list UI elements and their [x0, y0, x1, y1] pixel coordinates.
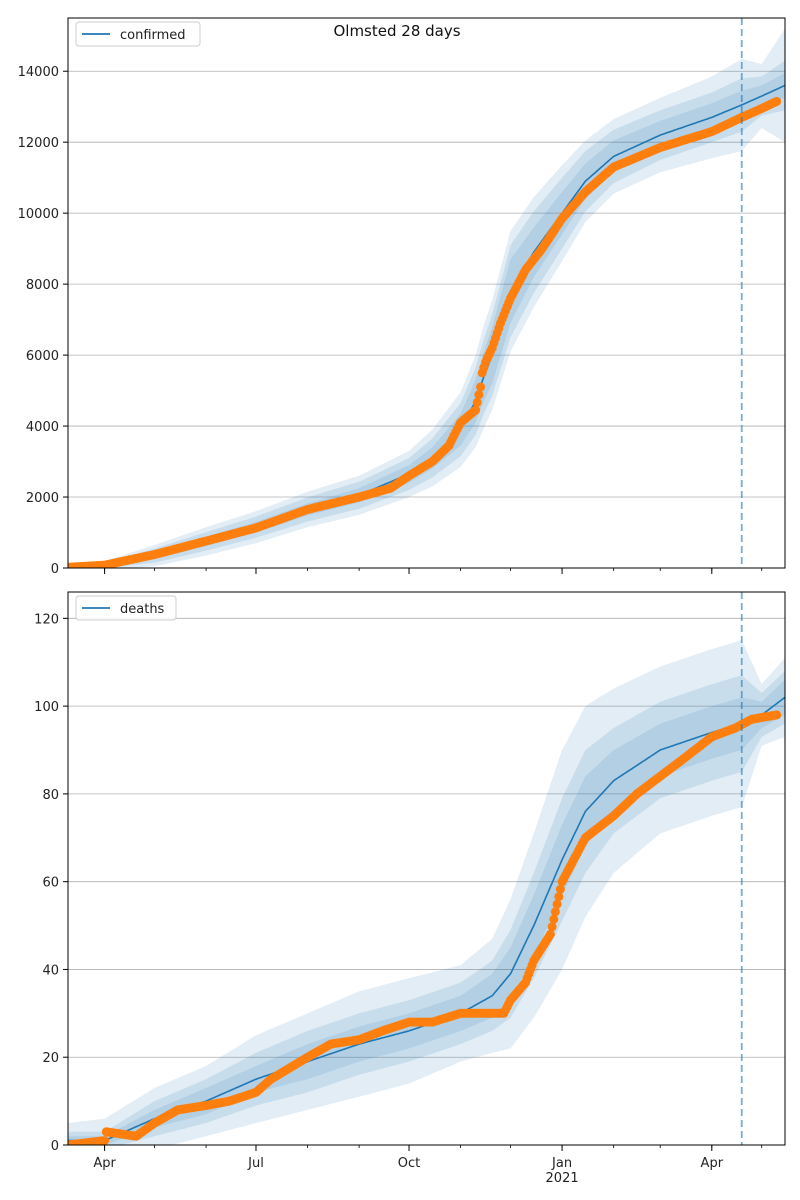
x-tick-label: Oct: [398, 1156, 420, 1171]
y-tick-label: 4000: [26, 420, 59, 435]
x-tick-label: Apr: [93, 1156, 116, 1171]
x-axis-labels: Apr Jul Oct Jan Apr 2021: [93, 1156, 723, 1186]
legend: deaths: [75, 595, 177, 621]
y-tick-label: 12000: [18, 136, 59, 151]
x-tick-label: Apr: [701, 1156, 724, 1171]
legend-label: deaths: [120, 602, 165, 617]
y-tick-label: 120: [34, 612, 59, 627]
observed-point: [549, 914, 559, 924]
gridlines: [68, 70, 785, 569]
legend-box: [75, 595, 177, 621]
x-tick-label: Jul: [247, 1156, 264, 1171]
observed-point: [772, 96, 782, 106]
y-tick-label: 0: [51, 1139, 59, 1154]
legend-box: [75, 21, 201, 47]
observed-points: [68, 96, 782, 568]
observed-point: [472, 397, 482, 407]
observed-point: [476, 382, 486, 392]
band-middle: [68, 60, 785, 568]
observed-point: [554, 892, 564, 902]
y-tick-label: 8000: [26, 278, 59, 293]
observed-point: [100, 1136, 110, 1145]
observed-point: [545, 929, 555, 939]
observed-point: [552, 899, 562, 909]
observed-point: [471, 405, 481, 415]
y-tick-label: 100: [34, 700, 59, 715]
y-tick-label: 60: [42, 876, 59, 891]
plot-frame: [67, 591, 786, 1146]
x-year-label: 2021: [546, 1171, 579, 1186]
y-tick-label: 10000: [18, 207, 59, 222]
y-tick-label: 2000: [26, 491, 59, 506]
legend-label: confirmed: [120, 28, 186, 43]
y-tick-label: 80: [42, 788, 59, 803]
band-outer: [68, 640, 785, 1145]
legend: confirmed: [75, 21, 201, 47]
y-tick-label: 14000: [18, 65, 59, 80]
y-tick-label: 6000: [26, 349, 59, 364]
observed-point: [547, 922, 557, 932]
confirmed-panel: 0 2000 4000 6000 8000 10000 12000 14000 confirme…: [18, 17, 786, 577]
observed-point: [550, 907, 560, 917]
gridlines: [68, 617, 785, 1146]
band-inner: [68, 679, 785, 1145]
observed-point: [772, 710, 782, 720]
observed-point: [474, 390, 484, 400]
y-tick-label: 0: [51, 562, 59, 577]
plot-frame: [67, 17, 786, 569]
y-tick-label: 20: [42, 1051, 59, 1066]
y-tick-label: 40: [42, 963, 59, 978]
deaths-panel: 0 20 40 60 80 100 120 deaths: [34, 591, 786, 1154]
x-tick-label: Jan: [551, 1156, 572, 1171]
chart-title: Olmsted 28 days: [333, 22, 460, 40]
observed-point: [555, 884, 565, 894]
